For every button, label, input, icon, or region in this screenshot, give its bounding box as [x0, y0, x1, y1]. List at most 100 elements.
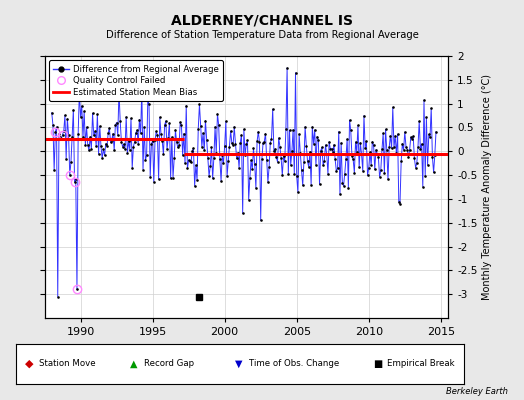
- Point: [375, 174, 384, 180]
- Point: [294, 189, 302, 196]
- Point: [258, 156, 266, 162]
- Point: [283, 65, 291, 71]
- Point: [237, 132, 246, 138]
- Point: [304, 164, 313, 170]
- Point: [354, 122, 362, 129]
- Point: [415, 118, 423, 125]
- Point: [380, 170, 389, 176]
- Point: [420, 97, 428, 103]
- Point: [93, 111, 102, 118]
- Point: [272, 154, 280, 160]
- Point: [412, 160, 421, 166]
- Point: [379, 130, 387, 136]
- Point: [64, 132, 73, 138]
- Point: [396, 200, 404, 207]
- Point: [386, 133, 395, 139]
- Point: [409, 133, 418, 139]
- Point: [399, 147, 408, 153]
- Point: [309, 140, 318, 147]
- Point: [104, 130, 112, 136]
- Point: [355, 164, 363, 170]
- Point: [369, 142, 378, 148]
- Point: [79, 134, 87, 140]
- Point: [118, 144, 127, 150]
- Point: [230, 124, 238, 130]
- Point: [155, 176, 163, 182]
- Point: [363, 172, 372, 178]
- Point: [289, 126, 297, 133]
- Point: [299, 182, 307, 188]
- Point: [270, 148, 278, 154]
- Point: [205, 173, 213, 180]
- Point: [145, 101, 153, 108]
- Point: [307, 182, 315, 188]
- Point: [180, 130, 188, 137]
- Text: Record Gap: Record Gap: [144, 360, 194, 368]
- Point: [167, 175, 175, 182]
- Point: [411, 164, 420, 171]
- Point: [243, 137, 252, 144]
- Point: [247, 157, 255, 164]
- Point: [92, 143, 101, 149]
- Point: [114, 132, 122, 138]
- Point: [163, 146, 171, 152]
- Point: [350, 170, 358, 176]
- Point: [372, 146, 380, 153]
- Point: [235, 165, 243, 171]
- Point: [146, 173, 155, 180]
- Point: [85, 147, 93, 154]
- Point: [152, 128, 160, 135]
- Point: [302, 142, 311, 149]
- Point: [213, 111, 222, 117]
- Point: [192, 162, 200, 168]
- Point: [254, 128, 263, 135]
- Point: [211, 124, 219, 130]
- Point: [274, 158, 282, 165]
- Point: [84, 142, 92, 148]
- Point: [245, 196, 253, 203]
- Point: [395, 198, 403, 205]
- Point: [143, 152, 151, 158]
- Point: [173, 144, 182, 150]
- Point: [319, 162, 328, 168]
- Text: ▲: ▲: [130, 359, 137, 369]
- Point: [101, 152, 109, 159]
- Point: [349, 156, 357, 163]
- Point: [431, 152, 439, 158]
- Point: [404, 153, 412, 160]
- Text: Empirical Break: Empirical Break: [387, 360, 454, 368]
- Point: [268, 106, 277, 112]
- Point: [390, 144, 398, 151]
- Point: [346, 127, 355, 134]
- Point: [189, 145, 198, 151]
- Point: [378, 146, 386, 153]
- Point: [342, 156, 350, 162]
- Point: [172, 139, 181, 146]
- Point: [389, 104, 397, 110]
- Point: [209, 175, 217, 181]
- Point: [176, 119, 184, 126]
- Point: [224, 158, 233, 165]
- Point: [362, 138, 370, 144]
- Point: [313, 133, 321, 140]
- Point: [263, 156, 271, 163]
- Point: [292, 173, 301, 180]
- Point: [318, 144, 326, 150]
- Point: [67, 159, 75, 165]
- Point: [424, 131, 433, 138]
- Point: [249, 145, 258, 151]
- Point: [303, 158, 312, 164]
- Point: [259, 140, 267, 146]
- Point: [308, 124, 316, 130]
- Point: [260, 138, 268, 145]
- Point: [246, 174, 254, 181]
- Point: [132, 130, 140, 136]
- Point: [115, 88, 123, 95]
- Point: [117, 138, 126, 145]
- Point: [122, 114, 130, 120]
- Text: ◆: ◆: [25, 359, 33, 369]
- Point: [385, 144, 394, 150]
- Text: Station Move: Station Move: [39, 360, 96, 368]
- Point: [368, 138, 377, 145]
- Point: [279, 153, 288, 159]
